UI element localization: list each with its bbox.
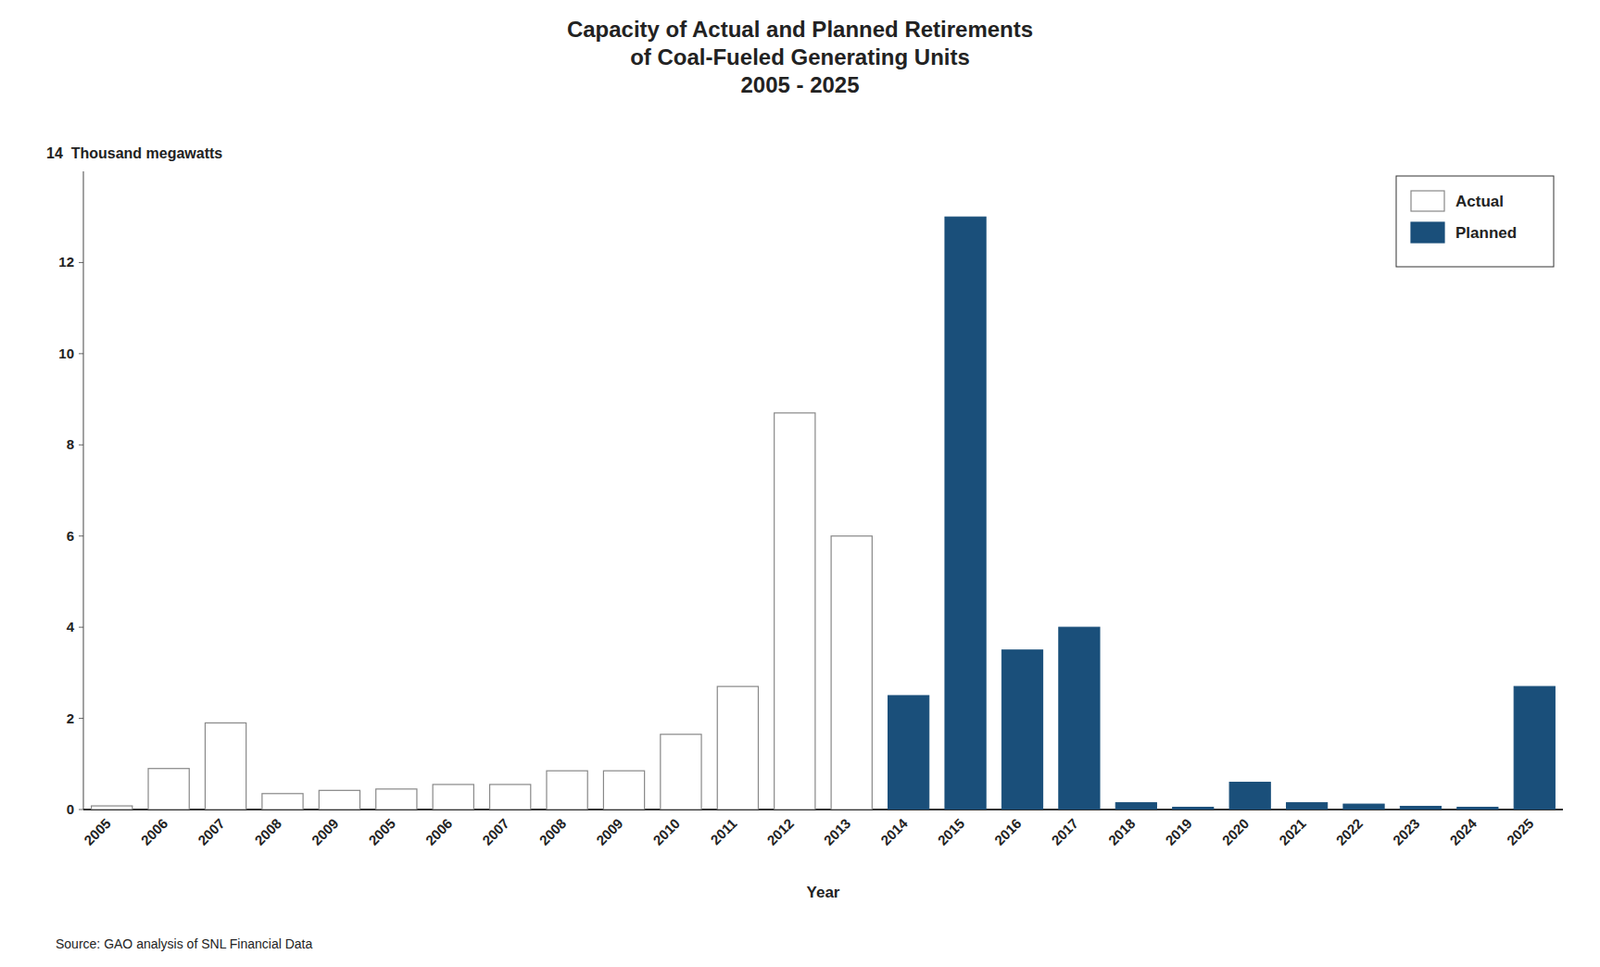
bar: [774, 413, 816, 810]
x-tick-label: 2011: [706, 815, 740, 848]
bar: [318, 790, 360, 810]
x-tick-label: 2012: [763, 815, 797, 849]
bar: [148, 768, 189, 810]
bar: [204, 722, 246, 810]
bar: [1513, 686, 1555, 810]
y-axis-line: [83, 171, 85, 810]
bar: [376, 789, 417, 810]
x-tick-label: 2025: [1503, 815, 1538, 849]
x-tick-label: 2007: [194, 815, 228, 849]
y-tick-label: 2: [66, 710, 75, 727]
bar: [717, 686, 758, 810]
legend-swatch: [1411, 222, 1445, 243]
x-tick-label: 2022: [1333, 815, 1367, 849]
chart: Capacity of Actual and Planned Retiremen…: [0, 0, 1600, 967]
x-tick-label: 2023: [1389, 815, 1424, 849]
x-tick-label: 2014: [877, 815, 911, 849]
y-tick: [78, 809, 84, 811]
x-tick-label: 2005: [365, 815, 399, 849]
x-tick-label: 2008: [536, 815, 570, 849]
bar: [1229, 781, 1271, 810]
y-tick: [78, 535, 84, 537]
y-tick-label: 6: [66, 528, 75, 544]
x-tick-label: 2021: [1275, 815, 1310, 849]
x-tick-label: 2006: [138, 815, 172, 849]
x-tick-label: 2009: [308, 815, 342, 849]
bar: [262, 793, 303, 810]
source: Source: GAO analysis of SNL Financial Da…: [55, 936, 313, 952]
bar: [944, 216, 986, 810]
x-tick-label: 2010: [649, 815, 683, 849]
bar: [1457, 807, 1499, 810]
bar: [603, 770, 644, 810]
y-tick-label: 4: [66, 618, 76, 635]
bar: [546, 770, 588, 810]
bar: [1058, 627, 1100, 810]
bar: [1115, 803, 1157, 810]
bar: [1343, 804, 1385, 810]
x-tick-label: 2007: [478, 815, 513, 849]
y-tick-label: 8: [66, 436, 75, 453]
x-tick-label: 2016: [991, 815, 1025, 849]
bar: [660, 734, 702, 810]
bar: [888, 695, 930, 810]
y-tick: [78, 262, 84, 264]
x-tick-label: 2024: [1446, 815, 1480, 849]
bar: [1001, 650, 1043, 810]
x-tick-label: 2015: [934, 815, 969, 849]
x-tick-label: 2018: [1105, 815, 1139, 849]
legend: Actual Planned: [1396, 176, 1554, 267]
title-line: Capacity of Actual and Planned Retiremen…: [566, 16, 1034, 42]
legend-swatch: [1411, 190, 1445, 212]
legend-label: Actual: [1455, 192, 1504, 211]
bar: [91, 806, 133, 810]
x-tick-label: 2019: [1161, 815, 1196, 849]
bar: [1285, 803, 1327, 810]
x-axis-line: [83, 808, 1563, 811]
x-tick-label: 2005: [80, 815, 114, 849]
bar: [1399, 806, 1441, 810]
axes: 0 2 4 6 8 10 12 2005 2006 2007 2008 2009 2005 2006 200…: [58, 171, 1563, 849]
bar: [1172, 807, 1214, 810]
x-tick-label: 2013: [820, 815, 855, 849]
x-tick-label: 2017: [1047, 815, 1082, 849]
y-tick: [78, 444, 84, 446]
y-tick: [78, 718, 84, 719]
bar: [490, 784, 531, 810]
y-axis-label: 14 Thousand megawatts: [46, 145, 223, 162]
y-tick-label: 0: [66, 801, 75, 818]
x-tick-label: 2006: [422, 815, 456, 849]
legend-frame: [1396, 176, 1554, 267]
title-line: of Coal-Fueled Generating Units: [629, 44, 971, 70]
y-tick-label: 10: [58, 345, 75, 362]
bars: [91, 216, 1556, 810]
x-tick-label: 2008: [251, 815, 285, 849]
y-tick: [78, 627, 84, 629]
title: Capacity of Actual and Planned Retiremen…: [566, 16, 1034, 98]
y-tick-label: 12: [58, 253, 75, 270]
title-line: 2005 - 2025: [740, 72, 859, 98]
legend-label: Planned: [1455, 224, 1517, 242]
bar: [432, 784, 474, 810]
x-tick-label: 2020: [1219, 815, 1253, 849]
bar: [831, 536, 872, 810]
y-tick: [78, 352, 84, 354]
x-axis-label: Year: [806, 883, 841, 902]
x-tick-label: 2009: [592, 815, 627, 849]
